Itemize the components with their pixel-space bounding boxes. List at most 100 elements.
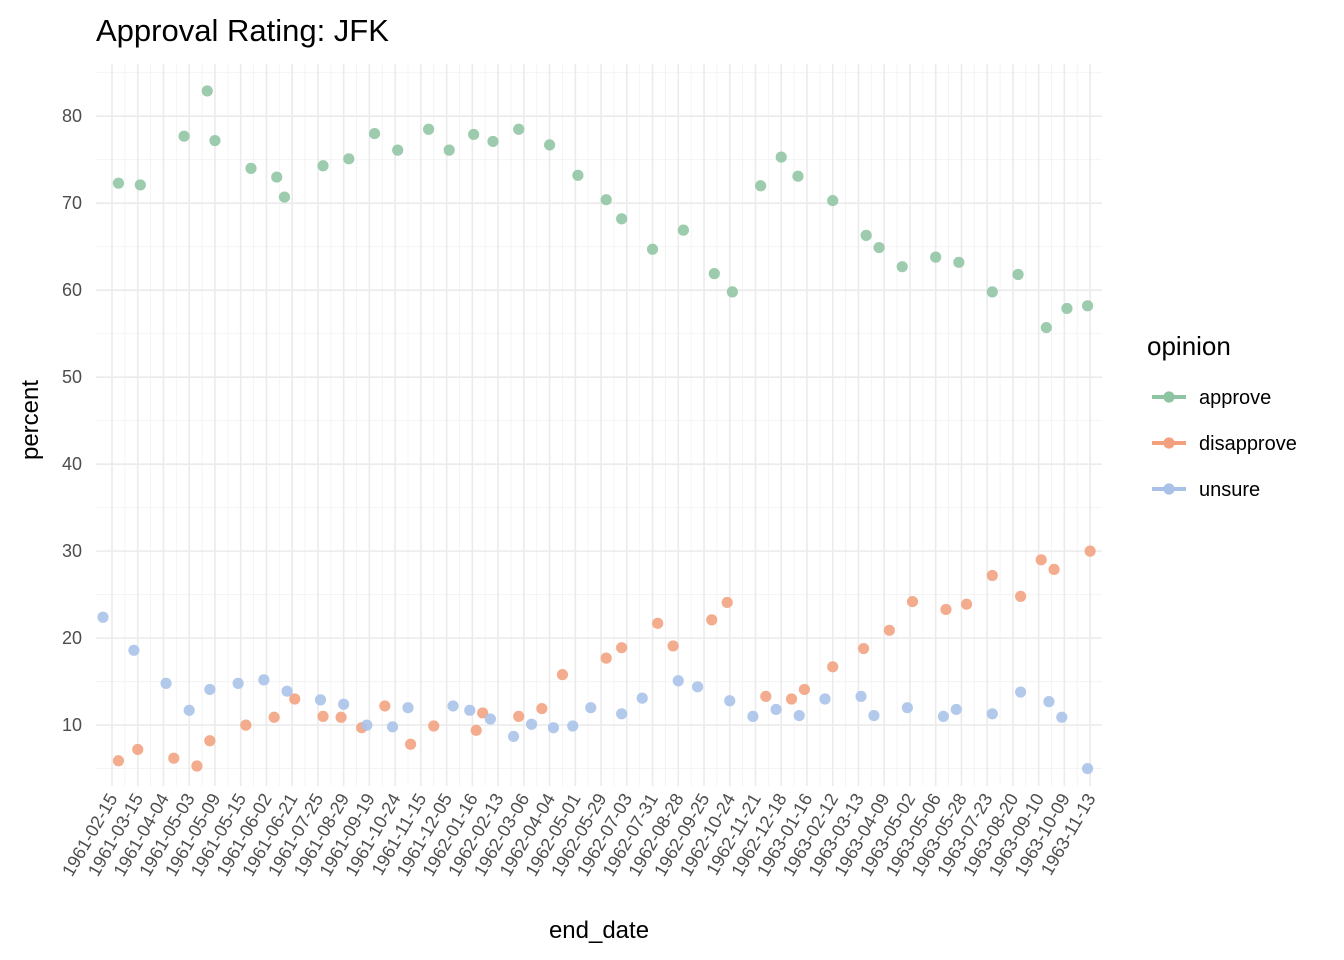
disapprove-point — [428, 720, 440, 732]
approve-point — [245, 162, 257, 174]
disapprove-point — [240, 719, 252, 731]
unsure-point — [258, 674, 270, 686]
y-tick-label: 60 — [62, 280, 82, 300]
disapprove-point — [470, 724, 482, 736]
disapprove-point — [335, 711, 347, 723]
unsure-point — [636, 692, 648, 704]
disapprove-point — [616, 642, 628, 654]
disapprove-point — [960, 598, 973, 610]
unsure-point — [1081, 763, 1094, 775]
y-tick-label: 70 — [62, 193, 82, 213]
unsure-point — [724, 695, 736, 707]
approve-point — [513, 123, 525, 135]
approve-point — [755, 180, 767, 192]
disapprove-point — [986, 569, 998, 582]
unsure-point — [868, 709, 880, 722]
approve-point — [317, 160, 329, 172]
y-tick-label: 20 — [62, 628, 82, 648]
approve-point — [1081, 300, 1094, 312]
disapprove-point — [556, 669, 569, 681]
unsure-point — [793, 709, 805, 722]
approve-point — [708, 268, 720, 280]
disapprove-point — [536, 702, 548, 715]
legend-label-approve: approve — [1199, 387, 1271, 409]
approve-point — [487, 135, 499, 148]
disapprove-point — [477, 707, 489, 719]
disapprove-point — [1048, 563, 1060, 576]
disapprove-point — [721, 596, 733, 609]
disapprove-point — [906, 595, 919, 608]
approve-point — [368, 127, 381, 140]
data-points — [97, 85, 1096, 775]
unsure-point — [937, 710, 950, 723]
unsure-point — [819, 693, 831, 705]
approve-point — [278, 191, 291, 203]
disapprove-point — [404, 738, 417, 750]
disapprove-point — [706, 614, 718, 626]
approve-point — [443, 144, 455, 156]
y-tick-label: 50 — [62, 367, 82, 387]
unsure-point — [338, 698, 350, 710]
approve-point — [543, 139, 556, 151]
approve-point — [1012, 268, 1024, 281]
unsure-point — [1015, 686, 1027, 698]
approve-point — [860, 229, 872, 241]
disapprove-point — [858, 642, 870, 655]
legend-key-point — [1163, 437, 1175, 449]
approve-point — [468, 128, 480, 141]
unsure-point — [160, 677, 172, 689]
unsure-point — [128, 644, 140, 656]
approve-point — [616, 213, 628, 225]
legend-label-disapprove: disapprove — [1199, 433, 1297, 455]
legend-title: opinion — [1147, 331, 1231, 361]
unsure-point — [1056, 711, 1068, 723]
approve-point — [178, 130, 190, 142]
unsure-point — [402, 702, 414, 714]
approve-point — [343, 153, 355, 165]
approve-point — [201, 85, 213, 97]
disapprove-point — [600, 652, 612, 664]
disapprove-point — [132, 743, 144, 756]
x-axis-title: end_date — [549, 917, 649, 944]
approve-point — [1061, 302, 1073, 315]
disapprove-point — [785, 693, 798, 705]
disapprove-point — [191, 760, 203, 772]
unsure-point — [183, 704, 195, 716]
unsure-point — [232, 677, 244, 689]
legend: opinion approve disapprove unsure — [1147, 331, 1297, 501]
disapprove-point — [940, 603, 952, 616]
disapprove-point — [667, 640, 679, 652]
unsure-point — [770, 703, 782, 716]
approve-point — [112, 177, 125, 189]
disapprove-point — [883, 624, 895, 636]
unsure-point — [585, 702, 597, 714]
legend-key-point — [1163, 483, 1175, 495]
approve-point — [792, 170, 804, 182]
unsure-point — [855, 690, 867, 703]
unsure-point — [691, 681, 704, 693]
unsure-point — [447, 700, 459, 712]
unsure-point — [547, 722, 560, 734]
disapprove-point — [268, 711, 280, 723]
approve-point — [930, 251, 942, 263]
approve-point — [775, 151, 787, 163]
disapprove-point — [379, 700, 391, 712]
unsure-point — [1043, 696, 1055, 708]
disapprove-point — [827, 661, 839, 673]
approve-point — [134, 179, 146, 191]
disapprove-point — [317, 710, 329, 723]
legend-label-unsure: unsure — [1199, 479, 1260, 501]
approve-point — [726, 286, 738, 298]
disapprove-point — [204, 735, 216, 747]
unsure-point — [204, 683, 216, 696]
plot-gridlines — [96, 64, 1102, 786]
disapprove-point — [798, 683, 811, 696]
approve-point — [600, 194, 612, 206]
approve-point — [271, 171, 283, 183]
unsure-point — [386, 721, 399, 733]
unsure-point — [484, 713, 496, 725]
unsure-point — [314, 694, 327, 706]
unsure-point — [901, 702, 913, 714]
disapprove-point — [168, 752, 180, 764]
